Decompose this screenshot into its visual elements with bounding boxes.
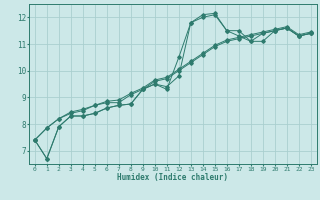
X-axis label: Humidex (Indice chaleur): Humidex (Indice chaleur) (117, 173, 228, 182)
